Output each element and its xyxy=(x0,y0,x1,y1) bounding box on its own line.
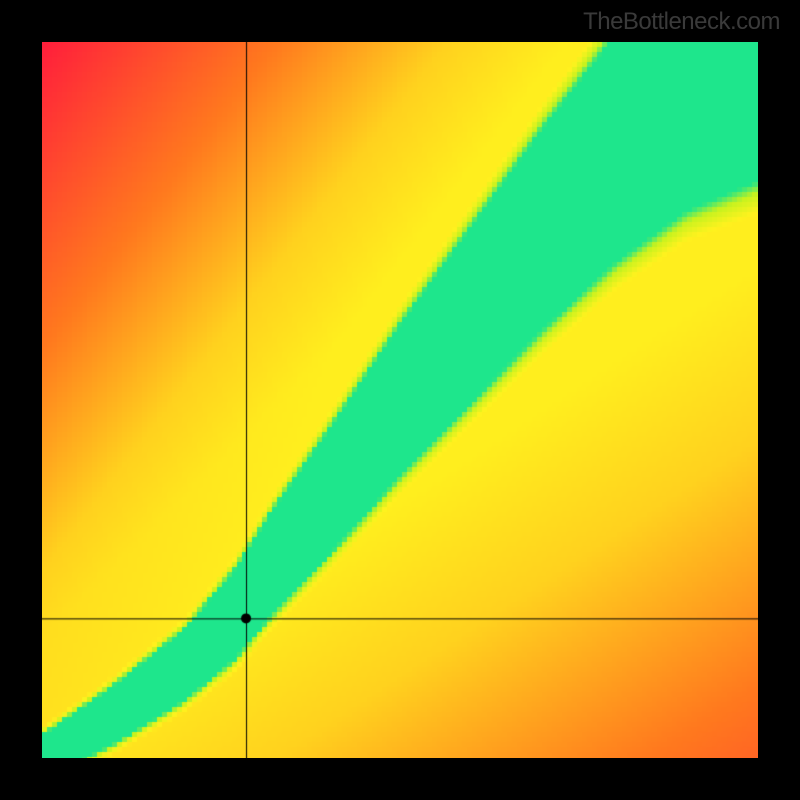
bottleneck-heatmap xyxy=(42,42,758,758)
root-container: TheBottleneck.com xyxy=(0,0,800,800)
watermark-text: TheBottleneck.com xyxy=(583,8,780,36)
